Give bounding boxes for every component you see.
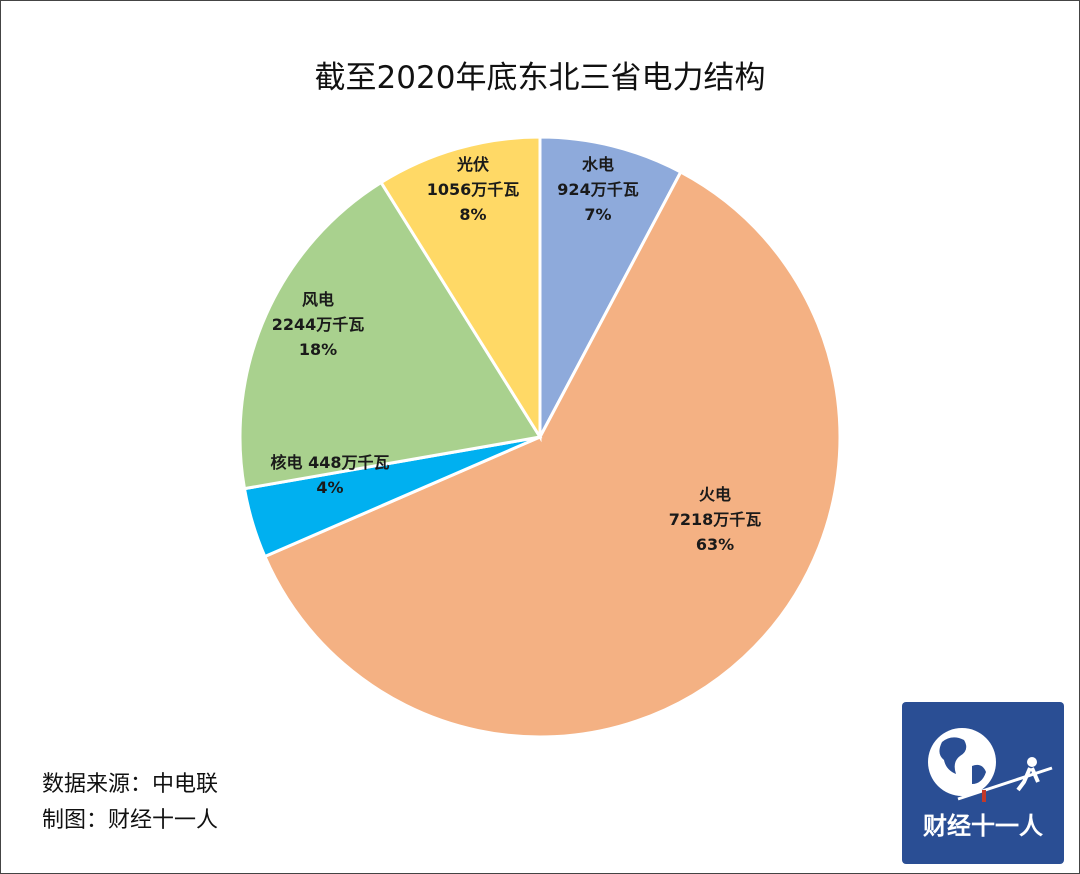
data-label-1-2: 63% (696, 535, 734, 554)
logo-text: 财经十一人 (923, 812, 1043, 840)
data-label-2-1: 4% (316, 478, 343, 497)
logo: 财经十一人 (902, 702, 1064, 864)
globe-icon (928, 728, 1053, 802)
data-label-0-1: 924万千瓦 (557, 180, 638, 199)
data-label-2-0: 核电 448万千瓦 (271, 453, 390, 472)
data-label-3-1: 2244万千瓦 (272, 315, 365, 334)
data-label-4-2: 8% (459, 205, 486, 224)
pie-slice-0 (538, 135, 683, 438)
pie-slice-3 (238, 180, 543, 491)
data-label-4-1: 1056万千瓦 (427, 180, 520, 199)
pie-slice-1 (262, 170, 842, 739)
chart-title: 截至2020年底东北三省电力结构 (314, 60, 766, 96)
data-label-0-2: 7% (584, 205, 611, 224)
data-label-1-1: 7218万千瓦 (669, 510, 762, 529)
data-label-4-0: 光伏 (456, 155, 489, 174)
data-label-1-0: 火电 (699, 485, 731, 504)
chart-author: 制图：财经十一人 (42, 808, 219, 833)
data-label-0-0: 水电 (582, 155, 614, 174)
data-source: 数据来源：中电联 (42, 772, 219, 797)
data-label-3-2: 18% (299, 340, 337, 359)
data-label-3-0: 风电 (302, 290, 334, 309)
pie-slice-4 (379, 135, 542, 443)
